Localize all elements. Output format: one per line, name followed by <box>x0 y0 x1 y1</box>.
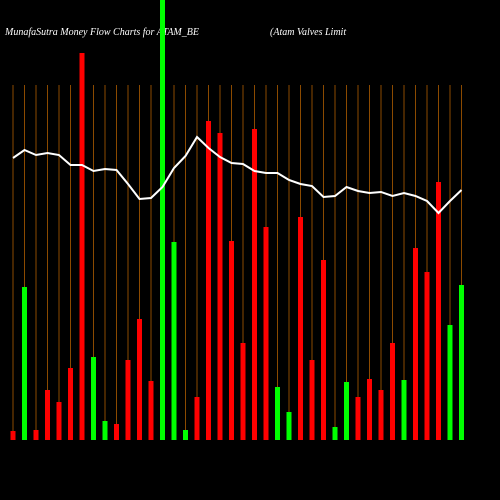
bar <box>321 260 326 440</box>
bar <box>355 397 361 440</box>
bar <box>263 227 269 440</box>
bar <box>22 287 27 440</box>
bar <box>10 431 16 440</box>
bar <box>68 368 73 440</box>
bar <box>367 379 372 440</box>
bar <box>286 412 292 440</box>
bar <box>229 241 234 440</box>
bar <box>275 387 280 440</box>
bar <box>160 0 165 440</box>
bar <box>447 325 453 440</box>
bar <box>91 357 96 440</box>
bar <box>79 53 85 440</box>
bar <box>45 390 50 440</box>
bar <box>206 121 211 440</box>
money-flow-line <box>12 135 463 215</box>
bar <box>102 421 108 440</box>
bar <box>424 272 430 440</box>
bar <box>183 430 188 440</box>
bar <box>401 380 407 440</box>
bar <box>309 360 315 440</box>
bar <box>217 133 223 440</box>
bar <box>436 182 441 440</box>
bar <box>344 382 349 440</box>
bar <box>33 430 39 440</box>
bar <box>459 285 464 440</box>
bar <box>252 129 257 440</box>
bar <box>378 390 384 440</box>
bar <box>56 402 62 440</box>
bar <box>413 248 418 440</box>
chart-subtitle: (Atam Valves Limit <box>270 27 346 38</box>
bar <box>148 381 154 440</box>
bar <box>332 427 338 440</box>
bar <box>240 343 246 440</box>
bar <box>390 343 395 440</box>
bar <box>194 397 200 440</box>
bar <box>114 424 119 440</box>
bar <box>137 319 142 440</box>
chart-title: MunafaSutra Money Flow Charts for ATAM_B… <box>4 27 199 38</box>
bar <box>298 217 303 440</box>
bar <box>125 360 131 440</box>
bar <box>171 242 177 440</box>
